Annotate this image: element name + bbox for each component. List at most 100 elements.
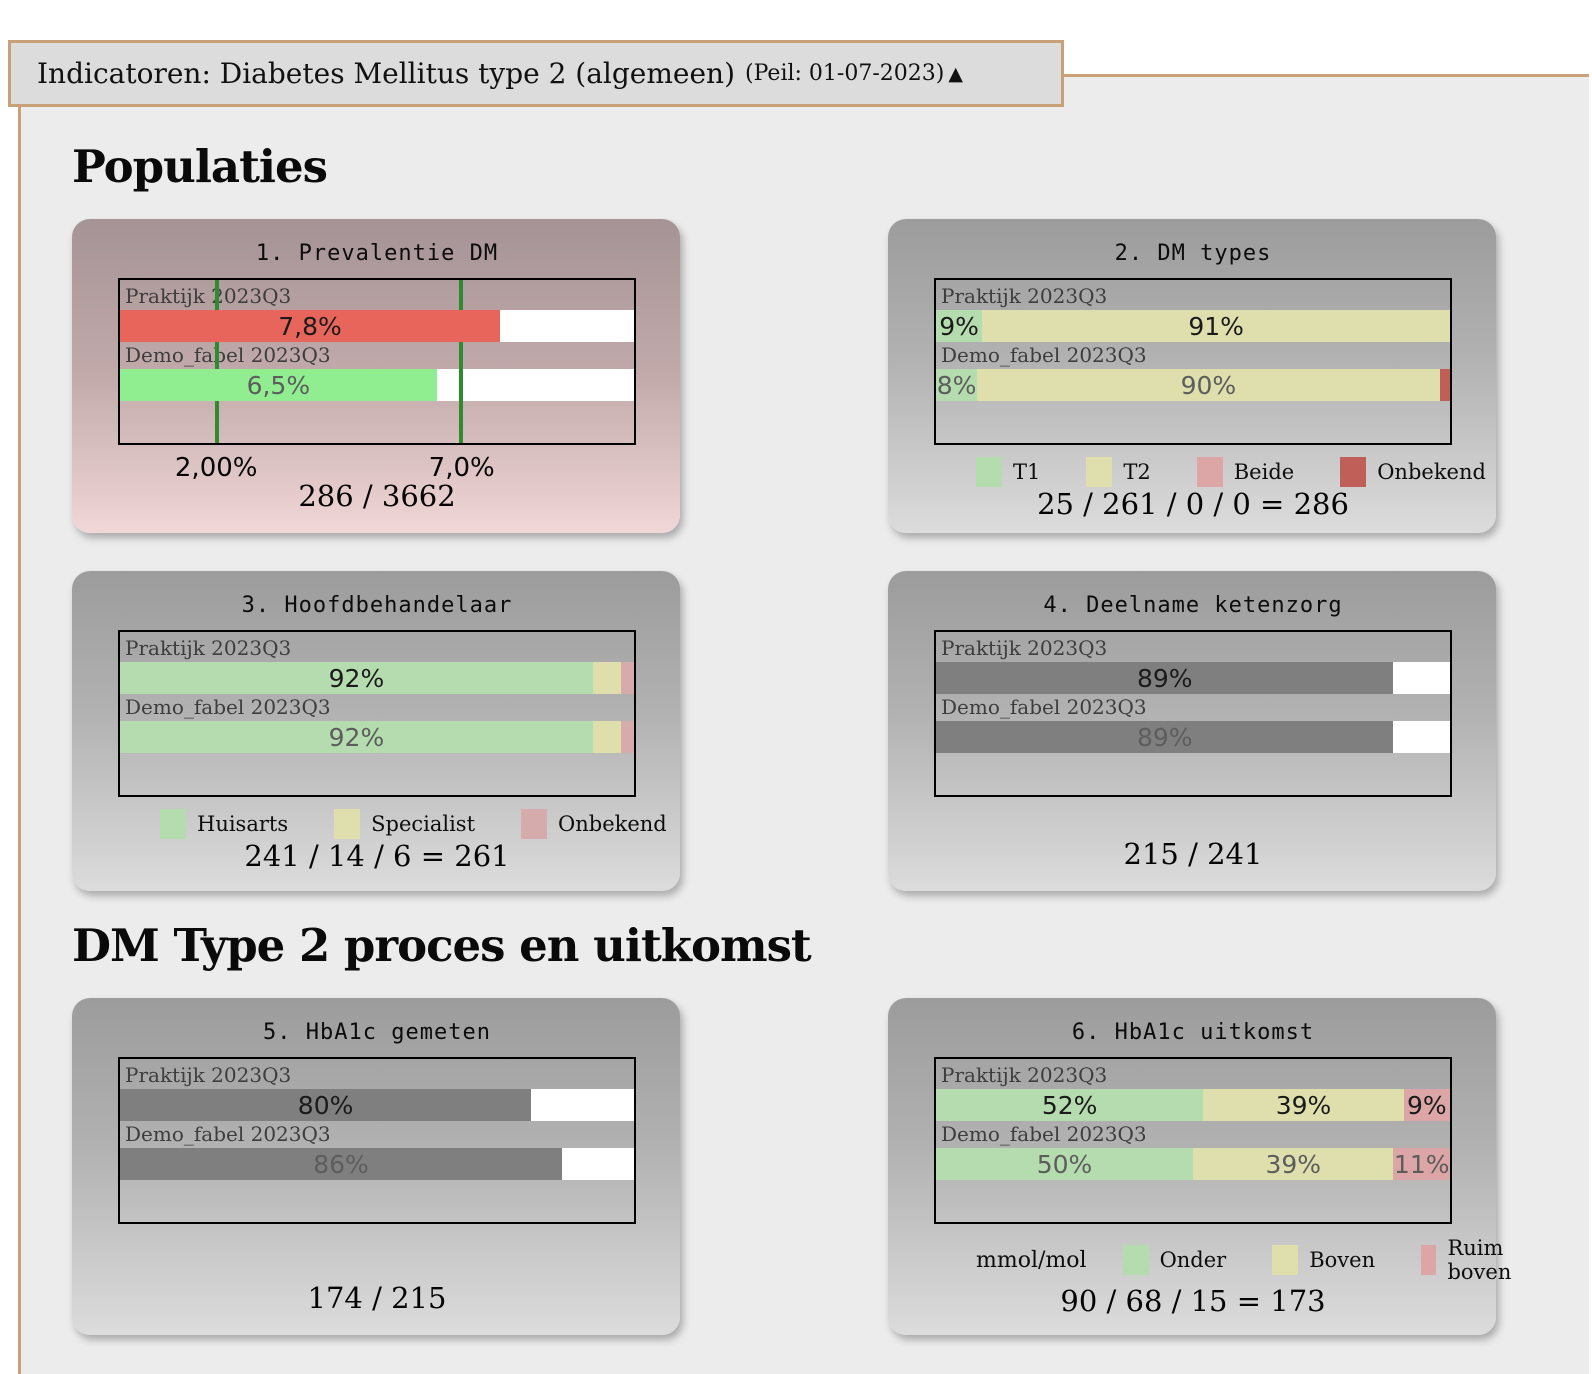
bar-row: 89% <box>936 721 1450 753</box>
bar-row-label: Demo_fabel 2023Q3 <box>941 1122 1147 1146</box>
legend-item: T1 <box>976 457 1040 487</box>
legend-item: Onbekend <box>1340 457 1486 487</box>
reference-line <box>459 280 464 443</box>
bar-segment: 92% <box>120 721 593 753</box>
legend-item: Onder <box>1122 1245 1227 1275</box>
legend-swatch-icon <box>1086 457 1113 487</box>
bar-row-label: Demo_fabel 2023Q3 <box>941 343 1147 367</box>
bar-segment: 92% <box>120 662 593 694</box>
legend-item: Beide <box>1196 457 1294 487</box>
bar-segment: 39% <box>1193 1148 1394 1180</box>
bar-row: 6,5% <box>120 369 634 401</box>
bar-chart-prevalentie-dm: Praktijk 2023Q3 7,8% Demo_fabel 2023Q3 6,5% <box>118 278 636 445</box>
bar-row: 86% <box>120 1148 634 1180</box>
legend-swatch-icon <box>1122 1245 1149 1275</box>
bar-segment <box>592 721 621 753</box>
bar-chart-hba1c-uitkomst: Praktijk 2023Q3 52% 39% 9% Demo_fabel 2023Q3… <box>934 1057 1452 1224</box>
bar-row: 52% 39% 9% <box>936 1089 1450 1121</box>
legend-label: Onder <box>1159 1248 1227 1272</box>
legend-swatch-icon <box>334 809 361 839</box>
chart-rows: Praktijk 2023Q3 80% Demo_fabel 2023Q3 86% <box>120 1062 634 1222</box>
bar-row-label: Praktijk 2023Q3 <box>941 1063 1108 1087</box>
legend-item: Ruim boven <box>1421 1236 1522 1284</box>
summary-value: 241 / 14 / 6 = 261 <box>244 839 510 873</box>
bar-segment: 86% <box>120 1148 563 1180</box>
legend-item: Huisarts <box>160 809 288 839</box>
legend-item: Specialist <box>334 809 475 839</box>
bar-segment: 9% <box>1403 1089 1450 1121</box>
summary-value: 90 / 68 / 15 = 173 <box>1060 1284 1326 1318</box>
legend-swatch-icon <box>1421 1245 1437 1275</box>
bar-row: 9% 91% <box>936 310 1450 342</box>
bar-chart-deelname-ketenzorg: Praktijk 2023Q3 89% Demo_fabel 2023Q3 89% <box>934 630 1452 797</box>
panel-content: Populaties 1. Prevalentie DM Praktijk 20… <box>72 110 1511 1335</box>
bar-segment <box>620 662 634 694</box>
legend-hoofdbehandelaar: Huisarts Specialist Onbekend <box>160 809 667 839</box>
legend-item: T2 <box>1086 457 1151 487</box>
bar-segment <box>620 721 634 753</box>
bar-row-label: Demo_fabel 2023Q3 <box>941 695 1147 719</box>
summary-value: 215 / 241 <box>1123 837 1263 871</box>
bar-chart-hba1c-gemeten: Praktijk 2023Q3 80% Demo_fabel 2023Q3 86% <box>118 1057 636 1224</box>
section-heading-populaties: Populaties <box>72 140 328 193</box>
legend-swatch-icon <box>1340 457 1367 487</box>
legend-item: Onbekend <box>521 809 667 839</box>
card-title: 5. HbA1c gemeten <box>263 1020 491 1045</box>
bar-segment: 50% <box>936 1148 1193 1180</box>
axis-tick-label: 2,00% <box>174 453 258 483</box>
chart-rows: Praktijk 2023Q3 7,8% Demo_fabel 2023Q3 6,5% <box>120 283 634 443</box>
x-axis-prevalentie: 2,00% 7,0% <box>118 445 636 483</box>
legend-swatch-icon <box>1196 457 1223 487</box>
card-dm-types: 2. DM types Praktijk 2023Q3 9% 91% Demo_fab… <box>888 219 1496 533</box>
bar-row: 8% 90% <box>936 369 1450 401</box>
legend-swatch-icon <box>521 809 548 839</box>
bar-chart-dm-types: Praktijk 2023Q3 9% 91% Demo_fabel 2023Q3 8% 9… <box>934 278 1452 445</box>
panel-header[interactable]: Indicatoren: Diabetes Mellitus type 2 (a… <box>8 40 1064 107</box>
bar-segment: 91% <box>982 310 1450 342</box>
legend-label: Specialist <box>371 812 476 836</box>
legend-label: Ruim boven <box>1447 1236 1512 1284</box>
bar-segment <box>1439 369 1450 401</box>
bar-segment: 89% <box>936 721 1394 753</box>
panel-title: Indicatoren: Diabetes Mellitus type 2 (a… <box>37 57 736 90</box>
legend-dm-types: T1 T2 Beide Onbekend <box>976 457 1486 487</box>
bar-row: 80% <box>120 1089 634 1121</box>
card-title: 1. Prevalentie DM <box>255 241 499 266</box>
bar-row: 92% <box>120 721 634 753</box>
cards-grid-populaties: 1. Prevalentie DM Praktijk 2023Q3 7,8% Dem… <box>72 219 1496 891</box>
bar-row-label: Praktijk 2023Q3 <box>941 284 1108 308</box>
legend-swatch-icon <box>1272 1245 1299 1275</box>
chart-rows: Praktijk 2023Q3 89% Demo_fabel 2023Q3 89% <box>936 635 1450 795</box>
bar-row: 92% <box>120 662 634 694</box>
bar-row-label: Demo_fabel 2023Q3 <box>125 695 331 719</box>
bar-segment: 11% <box>1393 1148 1450 1180</box>
bar-row-label: Praktijk 2023Q3 <box>125 636 292 660</box>
axis-tick-label: 7,0% <box>428 453 495 483</box>
bar-segment: 39% <box>1203 1089 1404 1121</box>
bar-chart-hoofdbehandelaar: Praktijk 2023Q3 92% Demo_fabel 2023Q3 92% <box>118 630 636 797</box>
legend-label: Huisarts <box>197 812 289 836</box>
card-title: 3. Hoofdbehandelaar <box>241 593 513 618</box>
legend-swatch-icon <box>160 809 186 839</box>
bar-segment <box>592 662 621 694</box>
legend-hba1c-uitkomst: mmol/mol Onder Boven Ruim boven <box>976 1236 1511 1284</box>
summary-value: 174 / 215 <box>307 1281 447 1315</box>
bar-segment: 7,8% <box>120 310 501 342</box>
bar-row-label: Demo_fabel 2023Q3 <box>125 1122 331 1146</box>
summary-value: 25 / 261 / 0 / 0 = 286 <box>1037 487 1349 521</box>
legend-label: Onbekend <box>1377 460 1486 484</box>
bar-row: 50% 39% 11% <box>936 1148 1450 1180</box>
card-hba1c-uitkomst: 6. HbA1c uitkomst Praktijk 2023Q3 52% 39% 9… <box>888 998 1511 1335</box>
bar-row-label: Praktijk 2023Q3 <box>125 1063 292 1087</box>
cards-grid-proces: 5. HbA1c gemeten Praktijk 2023Q3 80% Demo_… <box>72 998 1511 1335</box>
card-hoofdbehandelaar: 3. Hoofdbehandelaar Praktijk 2023Q3 92% De… <box>72 571 680 891</box>
legend-label: T1 <box>1013 460 1041 484</box>
bar-segment: 8% <box>936 369 978 401</box>
legend-item: Boven <box>1272 1245 1375 1275</box>
panel-reference-date: (Peil: 01-07-2023) <box>745 61 945 86</box>
chart-rows: Praktijk 2023Q3 92% Demo_fabel 2023Q3 92% <box>120 635 634 795</box>
collapse-arrow-icon[interactable]: ▲ <box>948 62 963 85</box>
bar-row-label: Demo_fabel 2023Q3 <box>125 343 331 367</box>
card-deelname-ketenzorg: 4. Deelname ketenzorg Praktijk 2023Q3 89%… <box>888 571 1496 891</box>
bar-segment: 90% <box>977 369 1440 401</box>
